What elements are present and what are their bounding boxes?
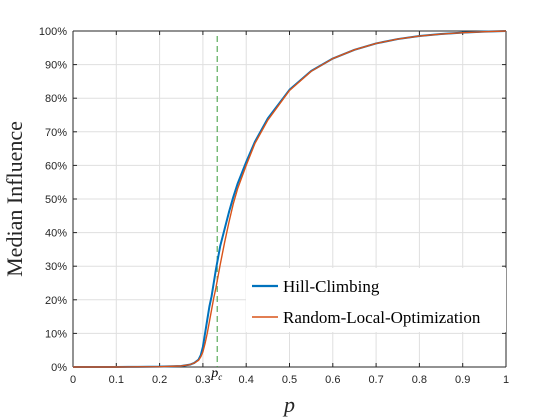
series-lines <box>73 30 507 368</box>
x-tick-label: 0.1 <box>109 374 124 386</box>
y-tick-label: 90% <box>45 60 67 72</box>
x-axis-label: p <box>282 392 295 417</box>
x-tick-label: 0.2 <box>152 374 167 386</box>
x-tick-label: 0.6 <box>325 374 340 386</box>
y-tick-label: 70% <box>45 127 67 139</box>
legend-label: Hill-Climbing <box>283 277 380 296</box>
x-tick-label: 0.9 <box>455 374 470 386</box>
tick-labels: 0 0.1 0.2 0.3 0.4 0.5 0.6 0.7 0.8 0.9 10%10%20%30%… <box>39 26 509 386</box>
y-tick-label: 60% <box>45 160 67 172</box>
y-axis-label: Median Influence <box>2 121 27 277</box>
legend: Hill-Climbing Random-Local-Optimization <box>246 268 506 332</box>
y-tick-label: 10% <box>45 328 67 340</box>
y-tick-label: 20% <box>45 295 67 307</box>
y-tick-label: 40% <box>45 228 67 240</box>
threshold-marker: pc <box>210 36 222 382</box>
y-tick-label: 100% <box>39 26 67 38</box>
x-tick-label: 0.7 <box>368 374 383 386</box>
y-tick-label: 50% <box>45 194 67 206</box>
y-tick-label: 0% <box>51 362 67 374</box>
x-tick-label: 1 <box>503 374 509 386</box>
x-tick-label: 0.4 <box>239 374 254 386</box>
y-tick-label: 30% <box>45 261 67 273</box>
threshold-label: pc <box>210 366 222 382</box>
y-tick-label: 80% <box>45 93 67 105</box>
x-tick-label: 0.5 <box>282 374 297 386</box>
x-tick-label: 0.3 <box>195 374 210 386</box>
series-line-random-local-optimization <box>73 30 507 368</box>
legend-label: Random-Local-Optimization <box>283 308 481 327</box>
x-tick-label: 0 <box>70 374 76 386</box>
legend-box <box>246 268 506 332</box>
x-tick-label: 0.8 <box>412 374 427 386</box>
